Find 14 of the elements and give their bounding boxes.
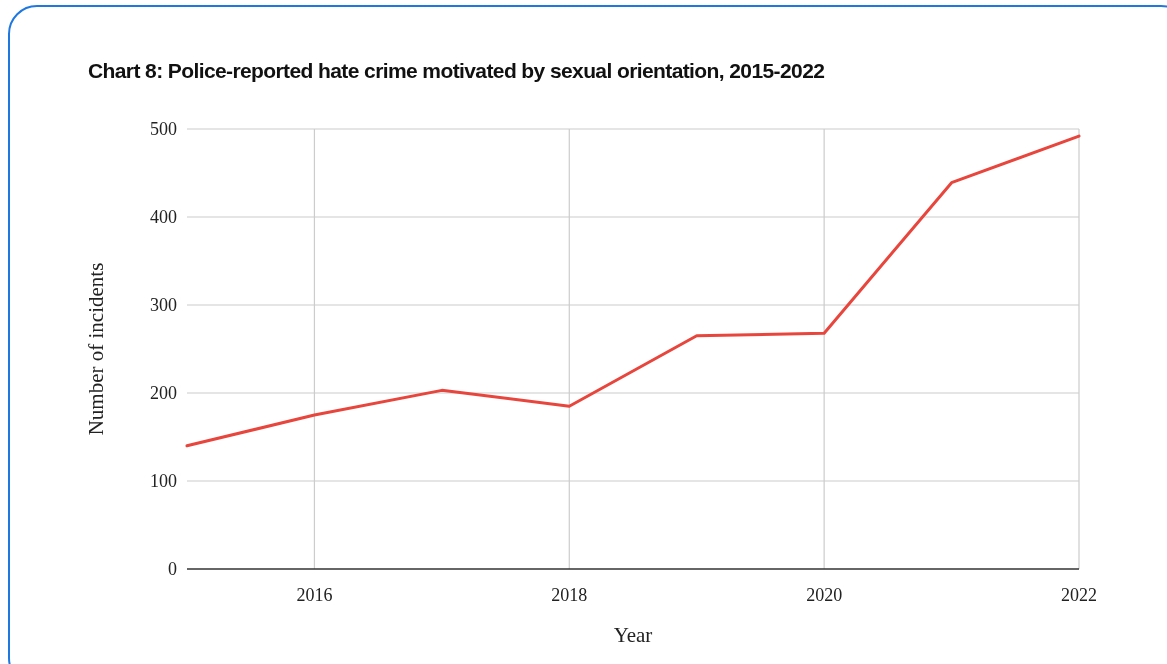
line-series xyxy=(185,134,1081,448)
x-axis-title: Year xyxy=(613,623,653,647)
y-tick-label: 200 xyxy=(150,383,177,404)
y-tick-label: 300 xyxy=(150,295,177,316)
x-tick-label: 2018 xyxy=(551,585,588,605)
y-tick-label: 100 xyxy=(150,471,177,492)
y-tick-label: 400 xyxy=(150,207,177,228)
chart-title: Chart 8: Police-reported hate crime motivated by sexual orientation, 2015-2022 xyxy=(88,59,825,82)
x-tick-label: 2020 xyxy=(806,585,843,605)
y-tick-label: 500 xyxy=(150,119,177,140)
y-axis-title: Number of incidents xyxy=(84,262,108,436)
x-tick-label: 2016 xyxy=(296,585,333,605)
x-tick-label: 2022 xyxy=(1061,585,1097,605)
y-tick-label: 0 xyxy=(168,559,177,580)
